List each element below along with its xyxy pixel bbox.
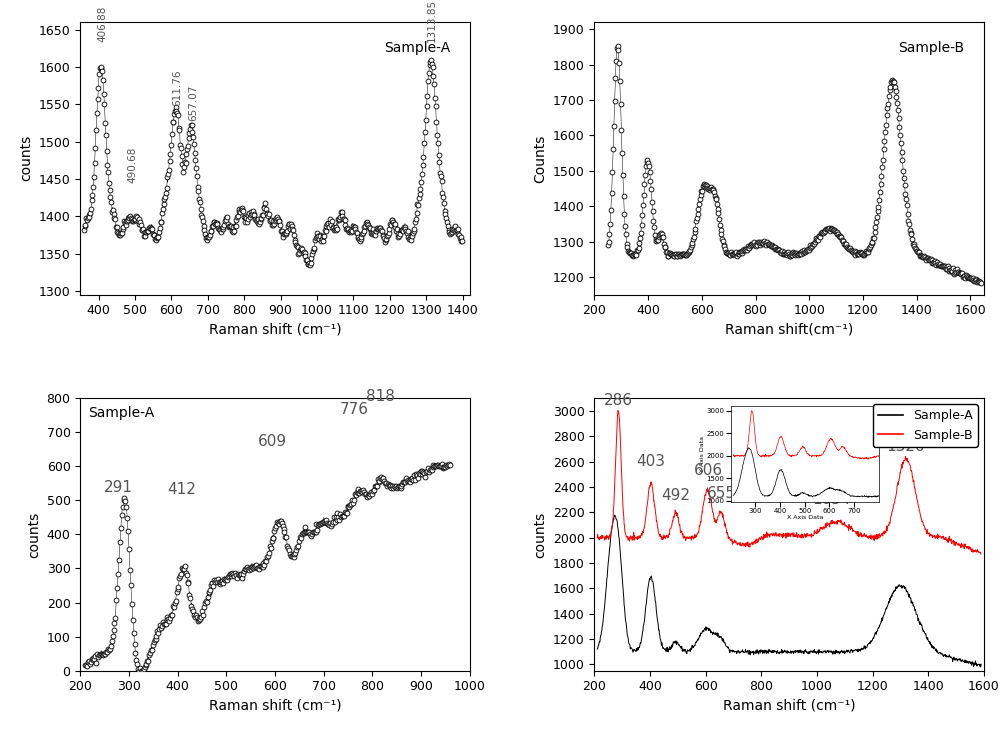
Text: 286: 286: [603, 394, 632, 408]
Text: Sample-A: Sample-A: [88, 406, 154, 420]
Y-axis label: counts: counts: [19, 135, 33, 181]
Text: 818: 818: [365, 389, 394, 405]
Text: Sample-B: Sample-B: [898, 41, 964, 55]
Legend: Sample-A, Sample-B: Sample-A, Sample-B: [872, 405, 977, 447]
Text: 776: 776: [339, 402, 368, 417]
X-axis label: Raman shift (cm⁻¹): Raman shift (cm⁻¹): [209, 323, 341, 337]
X-axis label: Raman shift(cm⁻¹): Raman shift(cm⁻¹): [724, 323, 853, 337]
Text: 1054: 1054: [812, 492, 851, 507]
Text: 1313.85: 1313.85: [427, 0, 437, 41]
Text: 403: 403: [636, 454, 665, 469]
Text: Sample-A: Sample-A: [384, 41, 450, 55]
Text: 609: 609: [258, 434, 287, 450]
Text: 655: 655: [707, 486, 735, 501]
Text: 291: 291: [103, 481, 132, 495]
Text: 606: 606: [693, 463, 722, 478]
X-axis label: Raman shift (cm⁻¹): Raman shift (cm⁻¹): [209, 699, 341, 713]
Text: 492: 492: [661, 489, 689, 503]
X-axis label: Raman shift (cm⁻¹): Raman shift (cm⁻¹): [722, 699, 855, 713]
Y-axis label: Counts: Counts: [533, 134, 547, 183]
Text: 611.76: 611.76: [172, 69, 182, 105]
Text: 1320: 1320: [886, 439, 925, 454]
Text: 490.68: 490.68: [127, 147, 137, 184]
Y-axis label: counts: counts: [27, 511, 41, 558]
Text: 406.88: 406.88: [97, 5, 107, 41]
Y-axis label: counts: counts: [533, 511, 547, 558]
Text: 412: 412: [166, 482, 196, 497]
Text: 657.07: 657.07: [189, 84, 199, 121]
